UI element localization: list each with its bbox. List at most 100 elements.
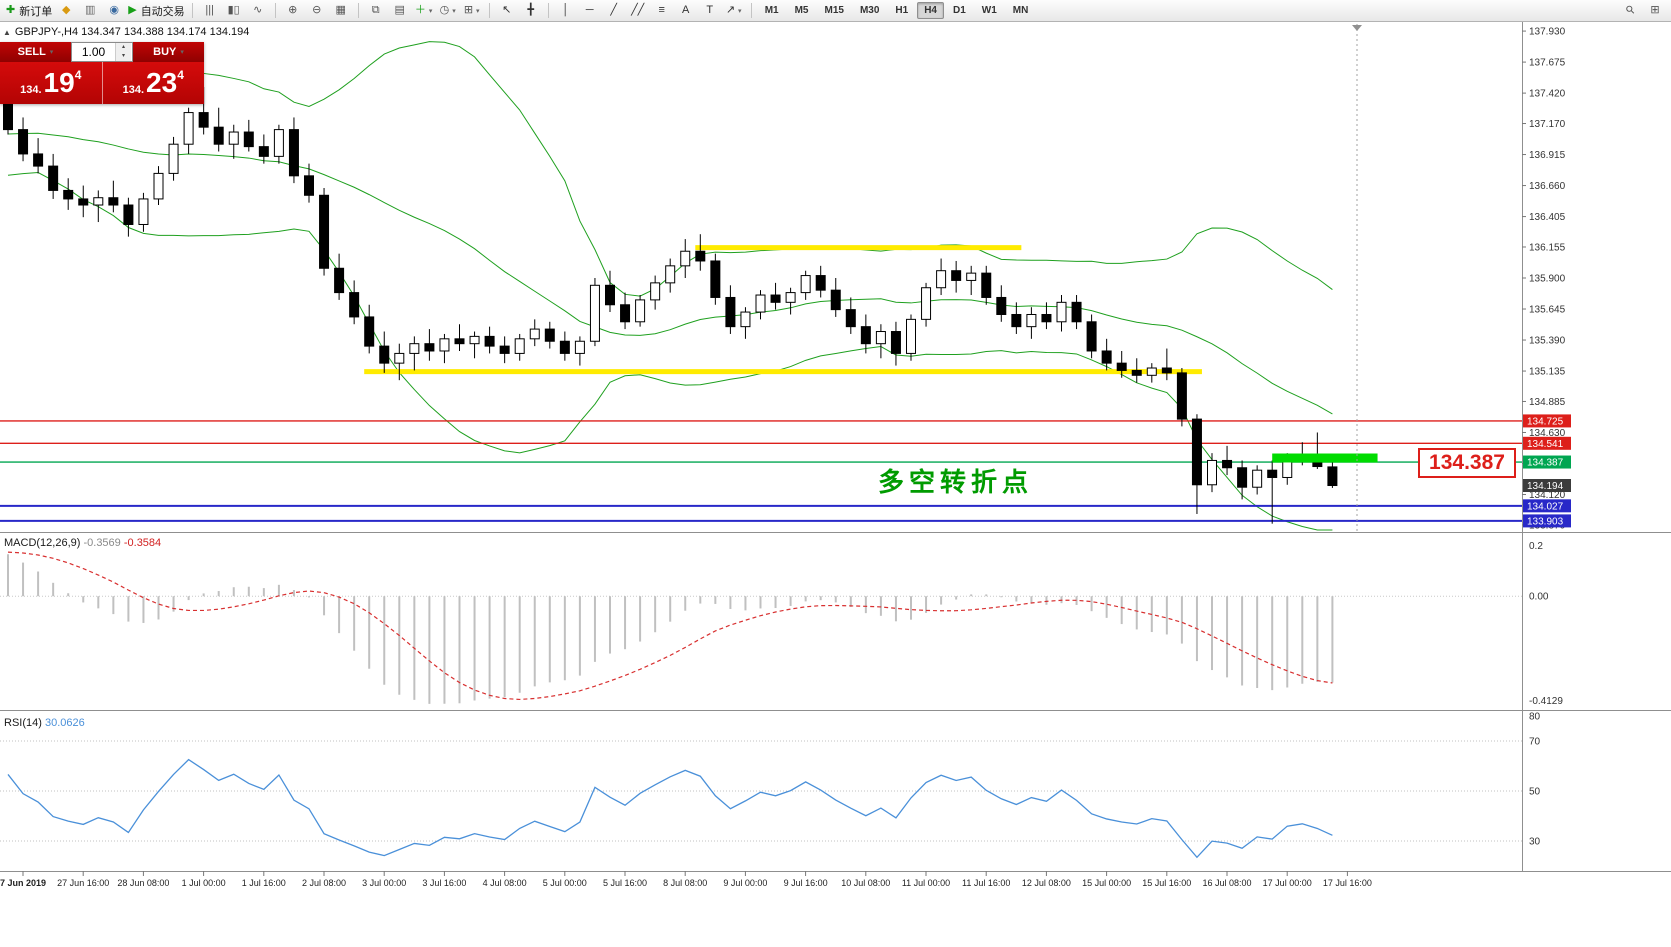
trendline-icon[interactable]: ╱ <box>610 4 617 16</box>
tile-windows-icon[interactable]: ▦ <box>335 4 346 16</box>
time-axis-label[interactable]: 5 Jul 16:00 <box>603 878 647 888</box>
window-list-icon[interactable]: ▤ <box>394 4 405 16</box>
vertical-line-icon[interactable]: │ <box>562 4 570 16</box>
timeframe-m30[interactable]: M30 <box>859 5 880 16</box>
autotrade-icon[interactable]: ▶ 自动交易 <box>128 4 185 18</box>
price-axis-label: 135.135 <box>1529 367 1566 378</box>
navigator-icon[interactable]: ◉ <box>109 4 120 16</box>
volume-up-icon[interactable]: ▴ <box>116 43 131 52</box>
buy-button[interactable]: BUY ▾ <box>133 42 204 62</box>
timeframe-m1[interactable]: M1 <box>764 5 779 16</box>
bollinger-middle-band[interactable] <box>7 132 1333 415</box>
candle <box>620 304 631 323</box>
time-axis-label[interactable]: 9 Jul 16:00 <box>784 878 828 888</box>
candle <box>93 197 104 206</box>
market-watch-icon[interactable]: ◆ <box>61 4 71 16</box>
toolbar: ✚ 新订单 ◆ ▥ ◉ ▶ 自动交易 ||| ▮▯ ∿ ⊕ ⊖ ▦ ⧉ ▤ ＋ ▾ ◷ ▾ ⊞ ▾ ↖ ╋ │ ─ ╱ ╱╱ ≡ A T ↗… <box>0 0 1671 22</box>
time-axis-label[interactable]: 28 Jun 08:00 <box>117 878 169 888</box>
collapse-trade-panel-icon[interactable]: ▲ <box>3 27 11 37</box>
candle <box>1252 469 1263 488</box>
time-axis-label[interactable]: 9 Jul 00:00 <box>723 878 767 888</box>
line-chart-icon[interactable]: ∿ <box>253 4 263 16</box>
candle <box>48 165 59 191</box>
timeframe-d1[interactable]: D1 <box>953 5 966 16</box>
zoom-out-icon[interactable]: ⊖ <box>312 4 322 16</box>
timeframe-m5[interactable]: M5 <box>794 5 809 16</box>
candle <box>1056 301 1067 323</box>
time-axis-label[interactable]: 16 Jul 08:00 <box>1202 878 1251 888</box>
time-axis-label[interactable]: 5 Jul 00:00 <box>543 878 587 888</box>
price-axis-label: 137.170 <box>1529 119 1566 130</box>
time-axis-label[interactable]: 1 Jul 00:00 <box>182 878 226 888</box>
timeframe-h1[interactable]: H1 <box>895 5 909 16</box>
time-axis-label[interactable]: 4 Jul 08:00 <box>483 878 527 888</box>
add-indicator-icon[interactable]: ＋ ▾ <box>414 4 433 16</box>
bollinger-upper-band[interactable] <box>7 41 1333 297</box>
horizontal-line-icon[interactable]: ─ <box>585 4 594 16</box>
time-axis-label[interactable]: 10 Jul 08:00 <box>841 878 890 888</box>
candle <box>1101 350 1112 364</box>
time-axis-label[interactable]: 7 Jun 2019 <box>0 878 46 888</box>
crosshair-icon[interactable]: ╋ <box>527 4 534 16</box>
sell-button[interactable]: SELL ▾ <box>0 42 71 62</box>
time-axis-label[interactable]: 3 Jul 16:00 <box>422 878 466 888</box>
cursor-icon[interactable]: ↖ <box>502 4 512 16</box>
candlestick-chart-icon[interactable]: ▮▯ <box>227 4 240 16</box>
time-axis-label[interactable]: 15 Jul 16:00 <box>1142 878 1191 888</box>
candle <box>1267 469 1278 478</box>
period-icon[interactable]: ◷ ▾ <box>439 4 456 16</box>
volume-input[interactable] <box>72 43 115 61</box>
chart-shift-marker-icon[interactable] <box>1352 25 1362 31</box>
data-window-icon[interactable]: ▥ <box>85 4 96 16</box>
time-axis-label[interactable]: 12 Jul 08:00 <box>1022 878 1071 888</box>
candle <box>650 282 661 301</box>
bollinger-lower-band[interactable] <box>7 172 1333 531</box>
new-chart-icon[interactable]: ⊞ <box>1650 4 1660 16</box>
toolbar-separator <box>357 3 359 18</box>
time-axis-label[interactable]: 27 Jun 16:00 <box>57 878 109 888</box>
timeframe-w1[interactable]: W1 <box>981 5 997 16</box>
timeframe-h4[interactable]: H4 <box>917 2 944 19</box>
fibonacci-icon[interactable]: ≡ <box>658 4 665 16</box>
sell-options-caret-icon[interactable]: ▾ <box>49 49 54 56</box>
candle <box>213 126 224 145</box>
channel-icon[interactable]: ╱╱ <box>631 4 645 16</box>
candle <box>514 338 525 354</box>
buy-price[interactable]: 134. 23 4 <box>122 67 184 98</box>
label-icon[interactable]: T <box>706 4 714 16</box>
candle <box>574 340 585 354</box>
time-axis-label[interactable]: 17 Jul 16:00 <box>1323 878 1372 888</box>
new-order-icon[interactable]: ✚ 新订单 <box>6 4 53 18</box>
text-icon[interactable]: A <box>682 4 690 16</box>
volume-down-icon[interactable]: ▾ <box>116 52 131 61</box>
price-axis-tag-label: 134.541 <box>1527 439 1564 450</box>
candle <box>830 289 841 311</box>
time-axis-label[interactable]: 17 Jul 00:00 <box>1263 878 1312 888</box>
arrows-icon[interactable]: ↗ ▾ <box>725 4 742 16</box>
candle <box>228 131 239 145</box>
time-axis-label[interactable]: 8 Jul 08:00 <box>663 878 707 888</box>
search-icon[interactable]: ⚲ <box>1623 3 1638 18</box>
time-axis-label[interactable]: 1 Jul 16:00 <box>242 878 286 888</box>
price-axis-tag <box>1523 514 1571 528</box>
template-icon[interactable]: ⊞ ▾ <box>463 4 480 16</box>
candle <box>996 296 1007 315</box>
zoom-in-icon[interactable]: ⊕ <box>288 4 298 16</box>
candle <box>243 131 254 148</box>
arrange-windows-icon[interactable]: ⧉ <box>371 4 380 16</box>
timeframe-mn[interactable]: MN <box>1012 5 1029 16</box>
candle <box>740 311 751 328</box>
bar-chart-icon[interactable]: ||| <box>205 4 214 16</box>
time-axis-label[interactable]: 3 Jul 00:00 <box>362 878 406 888</box>
time-axis-label[interactable]: 15 Jul 00:00 <box>1082 878 1131 888</box>
time-axis-label[interactable]: 11 Jul 16:00 <box>962 878 1010 888</box>
macd-axis-label: -0.4129 <box>1529 696 1563 707</box>
rsi-axis-label: 80 <box>1529 712 1541 723</box>
buy-options-caret-icon[interactable]: ▾ <box>180 49 184 56</box>
time-axis-label[interactable]: 2 Jul 08:00 <box>302 878 346 888</box>
rsi-axis-label: 50 <box>1529 787 1541 798</box>
sell-price[interactable]: 134. 19 4 <box>0 62 103 104</box>
time-axis-label[interactable]: 11 Jul 00:00 <box>902 878 950 888</box>
timeframe-m15[interactable]: M15 <box>824 5 844 16</box>
